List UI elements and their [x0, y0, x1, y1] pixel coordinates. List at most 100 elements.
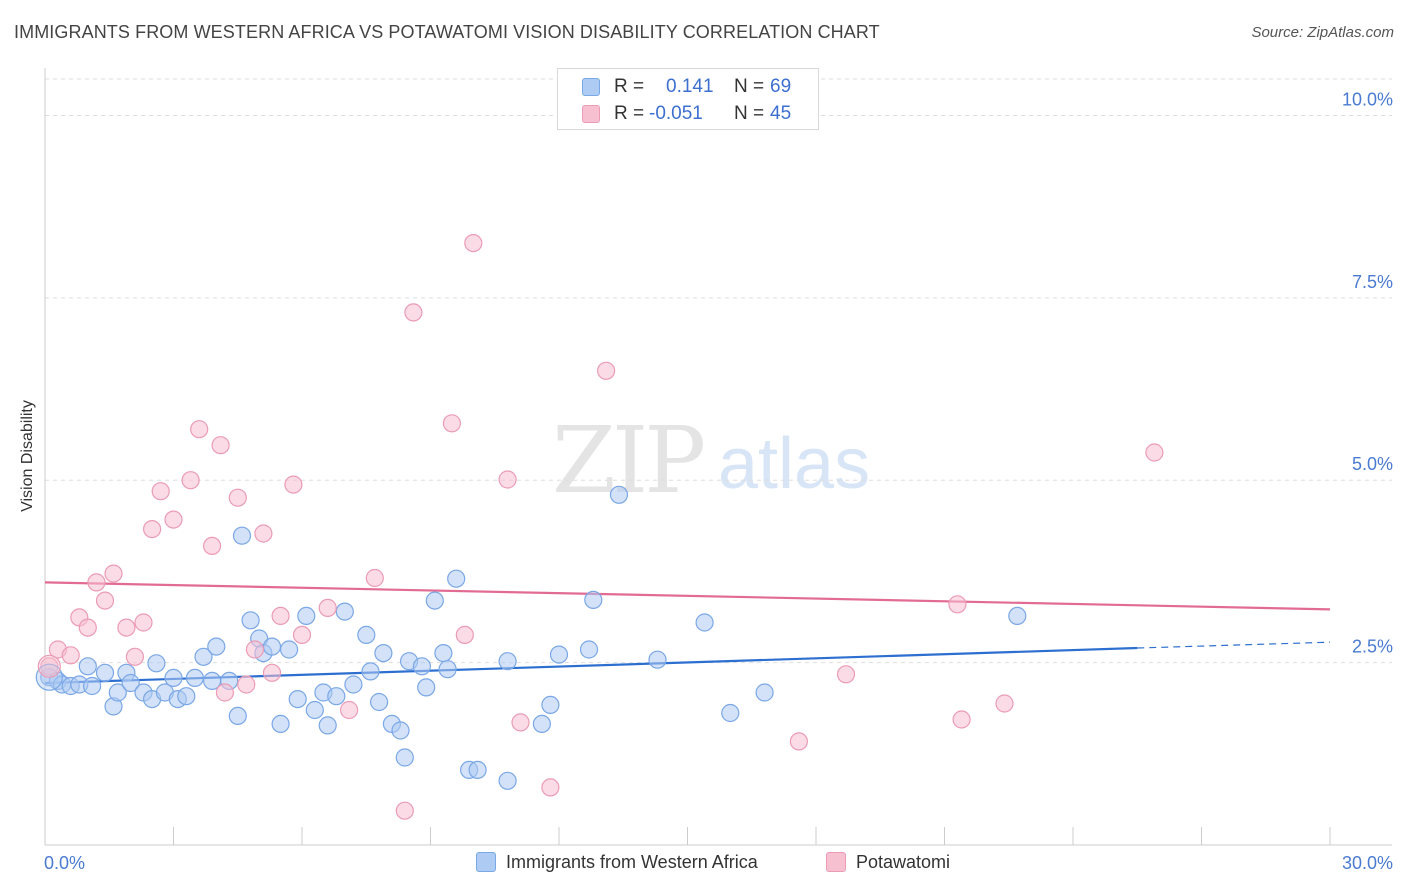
- legend-n-label: N =: [734, 103, 765, 124]
- point-immigrants: [374, 643, 393, 663]
- watermark-zip: ZIP: [552, 407, 703, 514]
- point-potawatomi: [245, 640, 264, 659]
- point-immigrants: [344, 675, 363, 694]
- point-immigrants: [434, 643, 453, 663]
- point-immigrants: [425, 591, 444, 610]
- bottom-legend-swatch-potawatomi: [826, 852, 846, 872]
- point-immigrants: [361, 662, 380, 681]
- data-points: [35, 234, 1164, 820]
- point-immigrants: [185, 668, 204, 688]
- point-immigrants: [447, 569, 466, 588]
- point-potawatomi: [511, 713, 530, 732]
- correlation-legend: R = 0.141 N = 69 R = -0.051 N = 45: [557, 68, 819, 130]
- legend-swatch-immigrants: [582, 78, 600, 96]
- point-potawatomi: [164, 510, 183, 529]
- point-potawatomi: [134, 613, 153, 632]
- point-immigrants: [164, 668, 183, 688]
- point-potawatomi: [228, 488, 247, 507]
- legend-swatch-potawatomi: [582, 105, 600, 123]
- point-immigrants: [228, 706, 247, 726]
- y-tick-label: 7.5%: [1352, 272, 1393, 292]
- point-potawatomi: [498, 470, 517, 489]
- point-potawatomi: [211, 436, 230, 455]
- y-tick-label: 5.0%: [1352, 454, 1393, 474]
- point-immigrants: [327, 687, 346, 706]
- point-immigrants: [232, 526, 252, 545]
- point-potawatomi: [340, 700, 359, 720]
- point-immigrants: [370, 692, 389, 712]
- point-potawatomi: [237, 675, 256, 694]
- point-immigrants: [391, 721, 410, 740]
- point-immigrants: [95, 663, 115, 682]
- point-immigrants: [532, 714, 552, 734]
- point-potawatomi: [395, 801, 414, 820]
- point-immigrants: [721, 703, 740, 723]
- point-immigrants: [395, 748, 414, 767]
- point-potawatomi: [284, 475, 303, 494]
- point-immigrants: [288, 689, 307, 709]
- point-immigrants: [207, 637, 226, 656]
- x-tick-label: 0.0%: [44, 853, 85, 873]
- point-immigrants: [609, 485, 629, 504]
- point-immigrants: [549, 645, 569, 664]
- legend-r-value: 0.141: [666, 76, 714, 97]
- point-immigrants: [262, 637, 282, 656]
- point-potawatomi-large: [37, 654, 61, 678]
- watermark-atlas: atlas: [718, 424, 870, 504]
- point-immigrants: [147, 654, 166, 673]
- x-tick-label: 30.0%: [1342, 853, 1393, 873]
- point-immigrants: [121, 673, 140, 693]
- point-immigrants: [280, 640, 299, 659]
- point-immigrants: [318, 716, 337, 735]
- legend-n-label: N =: [734, 76, 765, 97]
- point-potawatomi: [318, 598, 337, 618]
- point-potawatomi: [271, 606, 290, 626]
- point-immigrants: [755, 683, 774, 702]
- legend-r-label: R =: [614, 76, 645, 97]
- point-potawatomi: [262, 663, 282, 682]
- legend-n-value: 45: [770, 103, 792, 124]
- point-potawatomi: [40, 657, 59, 676]
- point-immigrants: [468, 760, 487, 780]
- point-potawatomi: [541, 778, 560, 797]
- chart-title: IMMIGRANTS FROM WESTERN AFRICA VS POTAWA…: [14, 22, 880, 42]
- point-immigrants: [305, 700, 324, 720]
- point-immigrants: [108, 683, 127, 702]
- point-potawatomi: [836, 665, 856, 684]
- point-potawatomi: [117, 618, 136, 637]
- point-immigrants: [241, 611, 260, 630]
- point-potawatomi: [203, 536, 222, 556]
- point-potawatomi: [952, 710, 971, 729]
- point-immigrants: [584, 590, 603, 610]
- point-potawatomi: [455, 625, 474, 645]
- point-immigrants: [335, 602, 354, 621]
- point-potawatomi: [151, 482, 170, 501]
- point-immigrants: [541, 695, 560, 715]
- trend-lines: [44, 581, 1331, 685]
- point-potawatomi: [292, 625, 312, 645]
- point-potawatomi: [365, 568, 384, 588]
- point-potawatomi: [78, 618, 97, 637]
- legend-n-value: 69: [770, 76, 792, 97]
- point-potawatomi: [404, 303, 423, 322]
- trend-line-extension-immigrants: [1137, 641, 1331, 649]
- bottom-legend-label-potawatomi: Potawatomi: [856, 852, 951, 872]
- point-potawatomi: [181, 471, 200, 490]
- point-immigrants: [177, 687, 196, 706]
- point-potawatomi: [442, 414, 461, 433]
- point-potawatomi: [95, 591, 115, 610]
- y-tick-label: 2.5%: [1352, 637, 1393, 657]
- bottom-legend-swatch-immigrants: [476, 852, 496, 872]
- point-immigrants: [357, 625, 376, 645]
- point-immigrants: [297, 606, 316, 626]
- point-immigrants: [648, 650, 667, 669]
- point-potawatomi: [464, 234, 483, 253]
- point-potawatomi: [596, 361, 616, 380]
- trend-line-potawatomi: [44, 581, 1331, 611]
- point-potawatomi: [1145, 443, 1164, 462]
- y-tick-label: 10.0%: [1342, 89, 1393, 109]
- point-immigrants: [498, 652, 517, 671]
- point-potawatomi: [789, 732, 809, 751]
- point-potawatomi: [190, 420, 209, 439]
- point-potawatomi: [125, 647, 144, 666]
